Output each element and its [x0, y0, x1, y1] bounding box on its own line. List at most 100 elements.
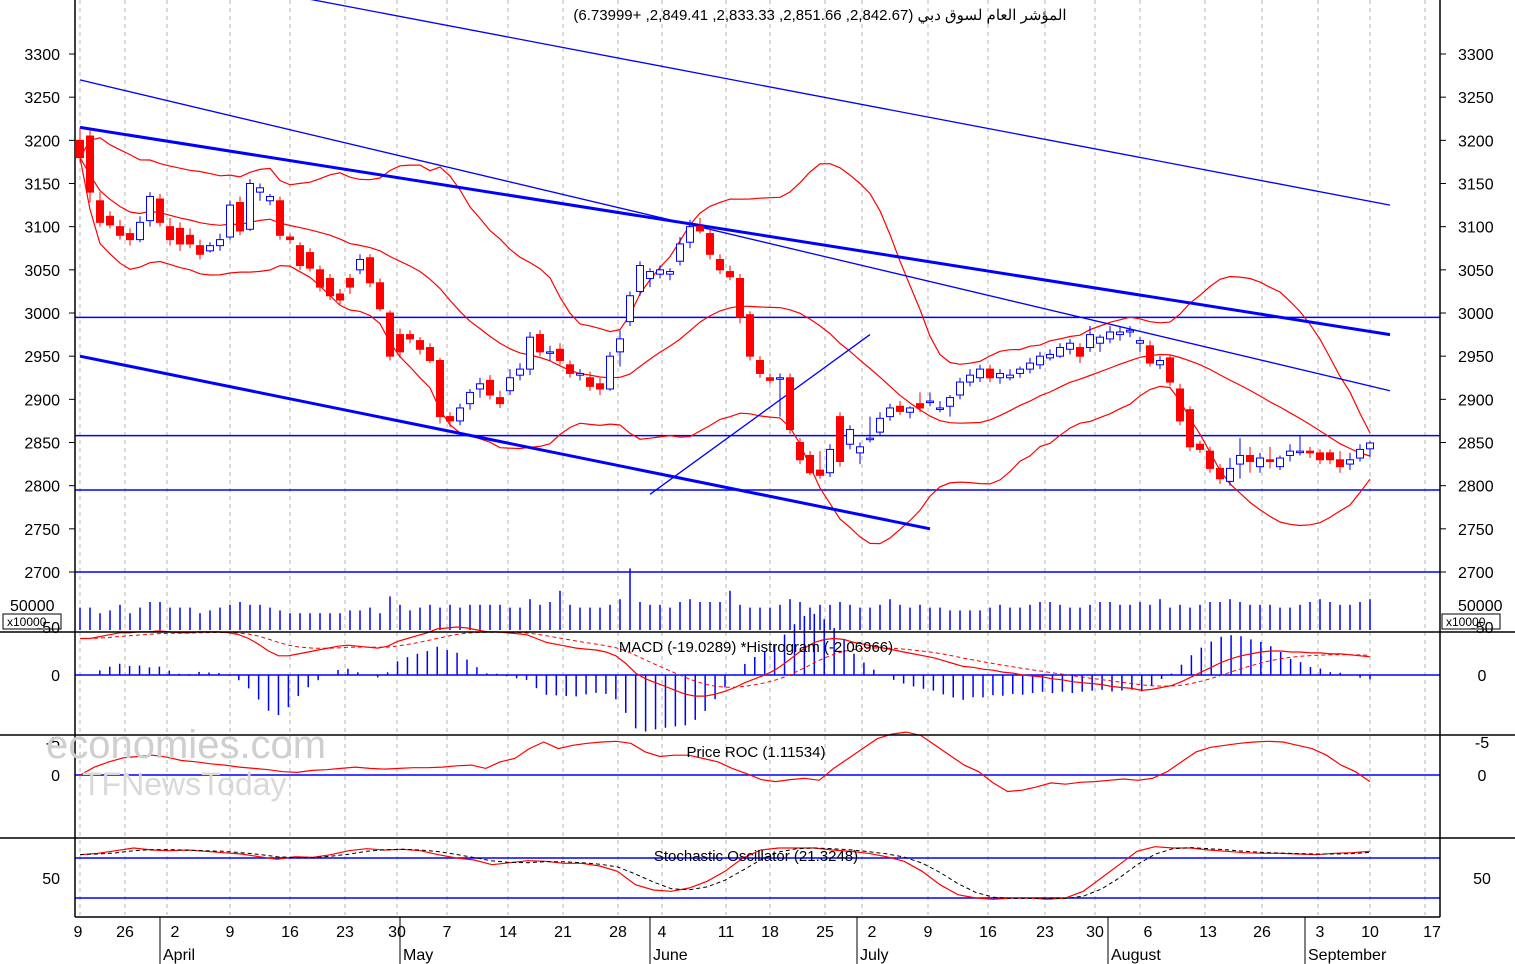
candle-body [1106, 331, 1114, 340]
candle-body [396, 334, 404, 353]
candle-body [796, 442, 804, 461]
candle-body [1206, 450, 1214, 469]
candle-body [356, 258, 364, 271]
x-day-label: 28 [609, 924, 627, 941]
x-day-label: 9 [924, 924, 933, 941]
candle-body [416, 340, 424, 350]
candle-body [606, 355, 614, 390]
roc-tick-left: -5 [46, 735, 60, 752]
candle-body [1166, 357, 1174, 383]
candle-body [666, 271, 674, 275]
price-tick-left: 2850 [24, 436, 60, 453]
x-day-label: 16 [979, 924, 997, 941]
x-month-label: September [1308, 947, 1387, 964]
candle-body [446, 416, 454, 422]
candle-body [1046, 353, 1054, 359]
candle-body [846, 429, 854, 445]
x-day-label: 3 [1316, 924, 1325, 941]
x-month-label: June [653, 947, 688, 964]
candle-body [336, 293, 344, 301]
candle-body [166, 226, 174, 241]
candle-body [916, 403, 924, 409]
candle-body [1366, 442, 1374, 450]
gridlines [79, 0, 1426, 915]
price-tick-left: 2800 [24, 479, 60, 496]
watermark-economies: economies.com [46, 723, 326, 767]
candle-body [106, 215, 114, 226]
candle-body [766, 377, 774, 381]
candle-body [326, 277, 334, 297]
multiplier-left: x10000 [7, 615, 47, 629]
candle-body [706, 233, 714, 255]
candle-body [1146, 345, 1154, 364]
candle-body [1086, 334, 1094, 349]
candle-body [876, 417, 884, 433]
roc-title: Price ROC (1.11534) [687, 744, 826, 761]
candle-body [1036, 355, 1044, 366]
candle-body [806, 454, 814, 474]
candle-body [866, 437, 874, 441]
macd-panel [75, 613, 1440, 732]
candle-body [546, 351, 554, 354]
candle-body [626, 295, 634, 323]
price-tick-left: 3250 [24, 90, 60, 107]
candle-body [196, 245, 204, 255]
trend-line [79, 79, 1391, 392]
candle-body [576, 372, 584, 376]
panel-frames [0, 0, 1515, 918]
candlesticks [76, 127, 1374, 486]
candle-body [1186, 409, 1194, 448]
candle-body [1016, 368, 1024, 374]
candle-body [246, 183, 254, 230]
price-tick-right: 2700 [1458, 565, 1494, 582]
x-month-label: August [1111, 947, 1161, 964]
price-tick-left: 3000 [24, 306, 60, 323]
stoch-tick-right: 50 [1473, 871, 1491, 888]
roc-line [79, 731, 1371, 793]
candle-body [146, 195, 154, 222]
trend-line [79, 125, 1391, 337]
candle-body [716, 258, 724, 271]
candle-body [216, 239, 224, 247]
price-tick-right: 2750 [1458, 522, 1494, 539]
candle-body [406, 334, 414, 340]
x-day-label: 26 [1253, 924, 1271, 941]
candle-body [1346, 459, 1354, 465]
price-tick-right: 2900 [1458, 392, 1494, 409]
x-day-label: 2 [171, 924, 180, 941]
candle-body [826, 448, 834, 474]
candle-body [206, 245, 214, 252]
multiplier-box-right [1441, 613, 1501, 630]
candle-body [1006, 374, 1014, 379]
candle-body [486, 379, 494, 396]
candle-body [1256, 457, 1264, 468]
candle-body [1356, 448, 1364, 459]
volume-bars [79, 568, 1371, 630]
stoch-tick-left: 50 [42, 871, 60, 888]
candle-body [676, 243, 684, 262]
candle-body [946, 397, 954, 407]
price-tick-right: 3150 [1458, 177, 1494, 194]
candle-body [556, 348, 564, 361]
candle-body [696, 226, 704, 232]
x-day-label: 30 [1086, 924, 1104, 941]
candle-body [746, 314, 754, 357]
price-tick-left: 3150 [24, 177, 60, 194]
candle-body [1156, 359, 1164, 366]
x-day-label: 9 [226, 924, 235, 941]
candle-body [986, 368, 994, 379]
candle-body [466, 391, 474, 405]
candle-body [236, 201, 244, 232]
price-tick-right: 2850 [1458, 436, 1494, 453]
candle-body [346, 277, 354, 288]
candle-body [896, 405, 904, 412]
x-day-label: 11 [718, 924, 735, 941]
trend-line [79, 354, 931, 531]
candle-body [86, 135, 94, 193]
candle-body [906, 407, 914, 413]
candle-body [506, 377, 514, 392]
price-tick-left: 3100 [24, 220, 60, 237]
x-day-label: 9 [74, 924, 83, 941]
